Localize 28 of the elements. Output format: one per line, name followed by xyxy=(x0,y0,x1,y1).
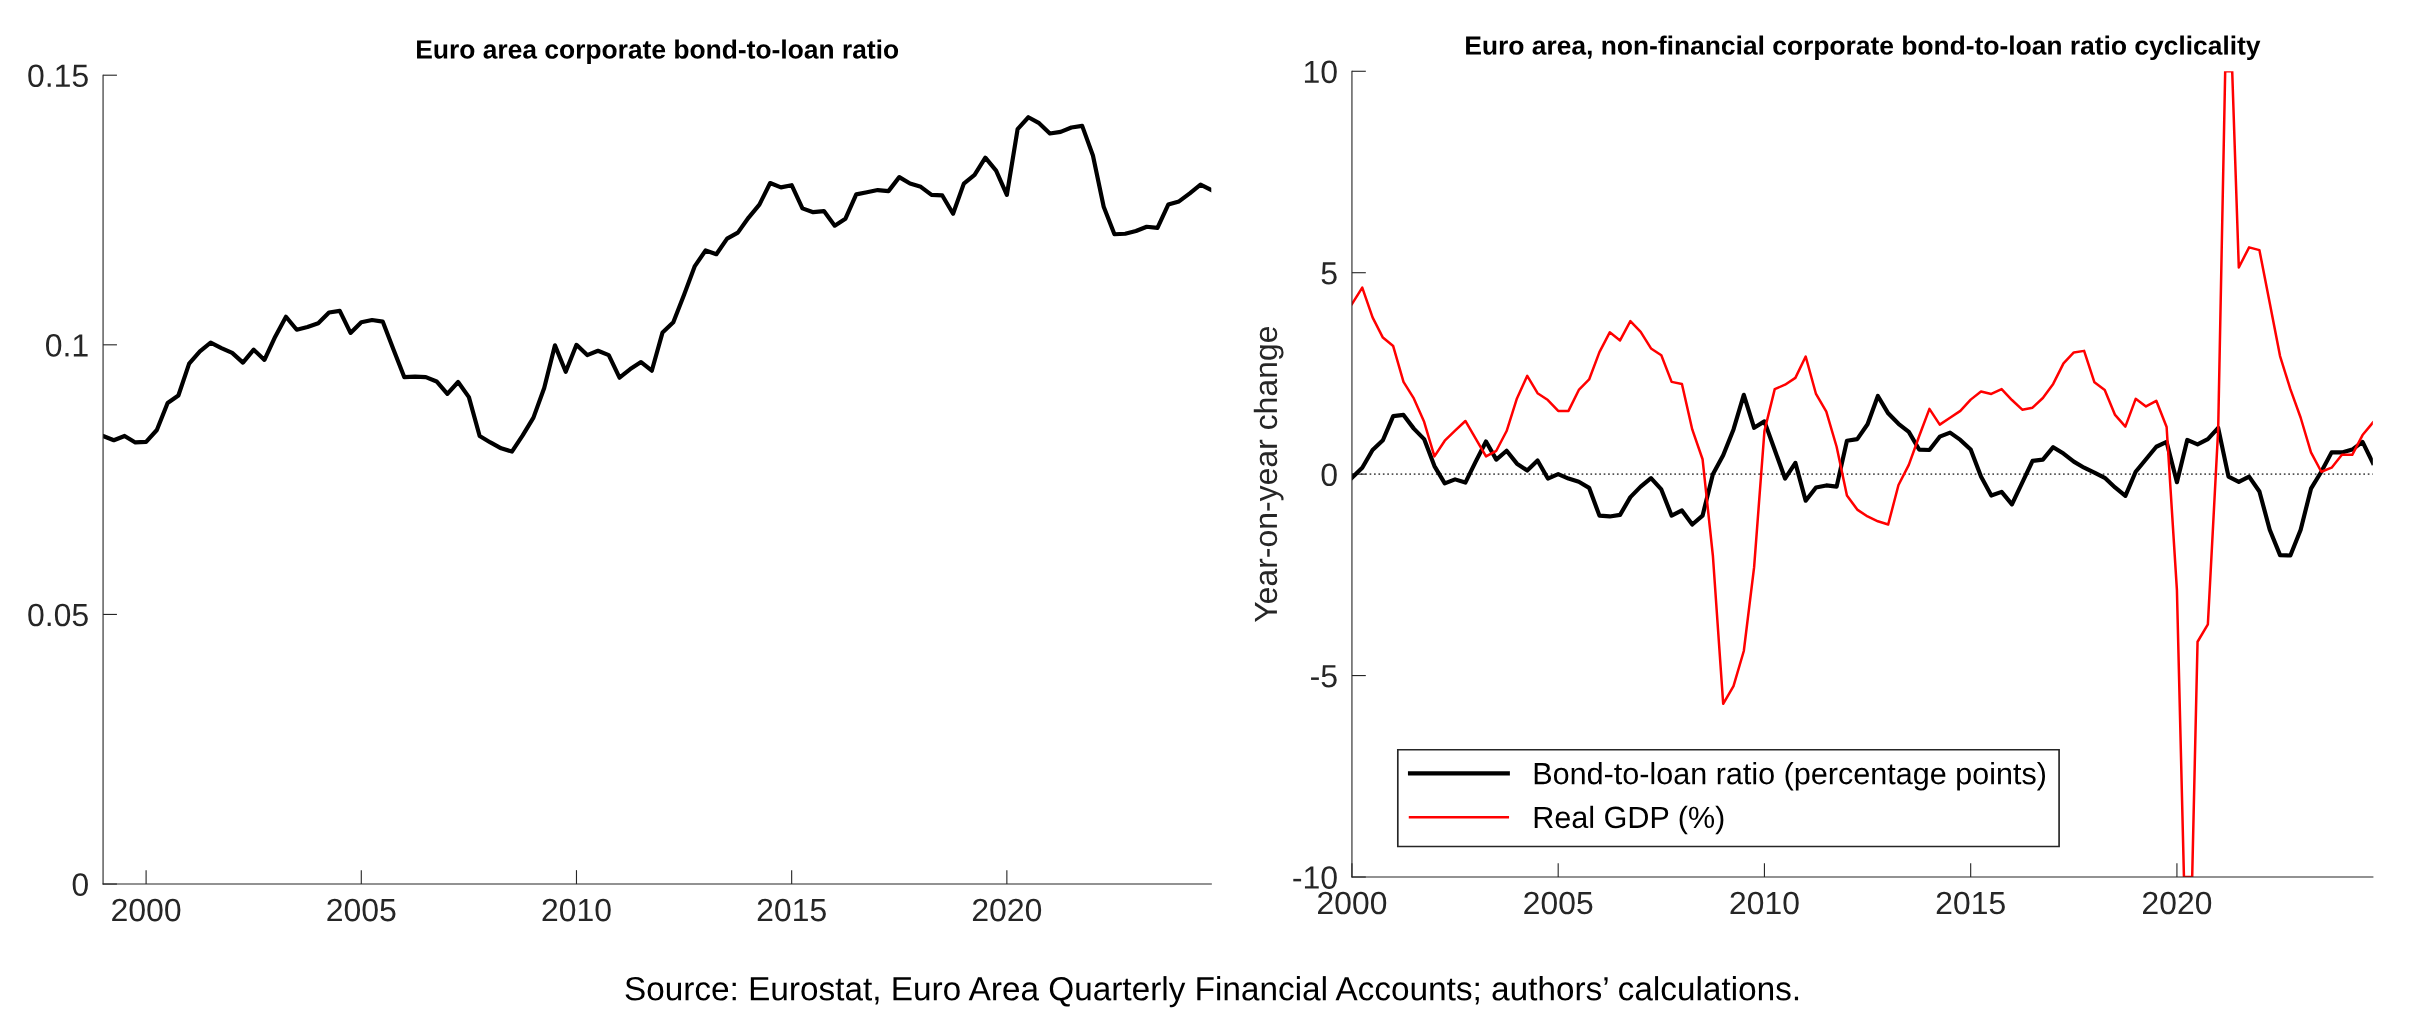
x-tick-label: 2010 xyxy=(542,898,611,922)
y-tick-label: 0.05 xyxy=(28,603,88,627)
y-tick-label: -10 xyxy=(1293,866,1337,889)
y-tick-label: 5 xyxy=(1321,262,1337,285)
x-tick-label: 2010 xyxy=(1730,891,1799,915)
chart-title: Euro area, non-financial corporate bond-to-loan ratio cyclicality xyxy=(1466,35,2261,61)
legend-label: Real GDP (%) xyxy=(1534,805,1724,835)
y-tick-label: 0.1 xyxy=(46,334,88,357)
y-tick-label: 10 xyxy=(1304,60,1337,84)
line-series xyxy=(1351,71,2373,878)
x-tick-label: 2000 xyxy=(1318,891,1387,915)
y-tick-label: -5 xyxy=(1311,665,1337,688)
legend-label: Bond-to-loan ratio (percentage points) xyxy=(1534,761,2046,791)
x-tick-label: 2015 xyxy=(757,898,826,922)
line-series xyxy=(103,115,1212,454)
x-tick-label: 2020 xyxy=(972,898,1042,922)
x-tick-label: 2005 xyxy=(1524,891,1593,915)
x-tick-label: 2020 xyxy=(2143,891,2212,915)
source-note: Source: Eurostat, Euro Area Quarterly Financial Accounts; authors’ calculations. xyxy=(625,976,1799,1008)
y-tick-label: 0.15 xyxy=(28,64,88,88)
line-series xyxy=(1351,392,2373,558)
x-tick-label: 2005 xyxy=(327,898,396,922)
y-tick-label: 0 xyxy=(72,873,88,896)
y-axis-title: Year-on-year change xyxy=(1253,326,1284,623)
x-tick-label: 2015 xyxy=(1936,891,2005,915)
x-tick-label: 2000 xyxy=(112,898,181,922)
chart-title: Euro area corporate bond-to-loan ratio xyxy=(417,39,899,65)
y-tick-label: 0 xyxy=(1321,463,1337,487)
